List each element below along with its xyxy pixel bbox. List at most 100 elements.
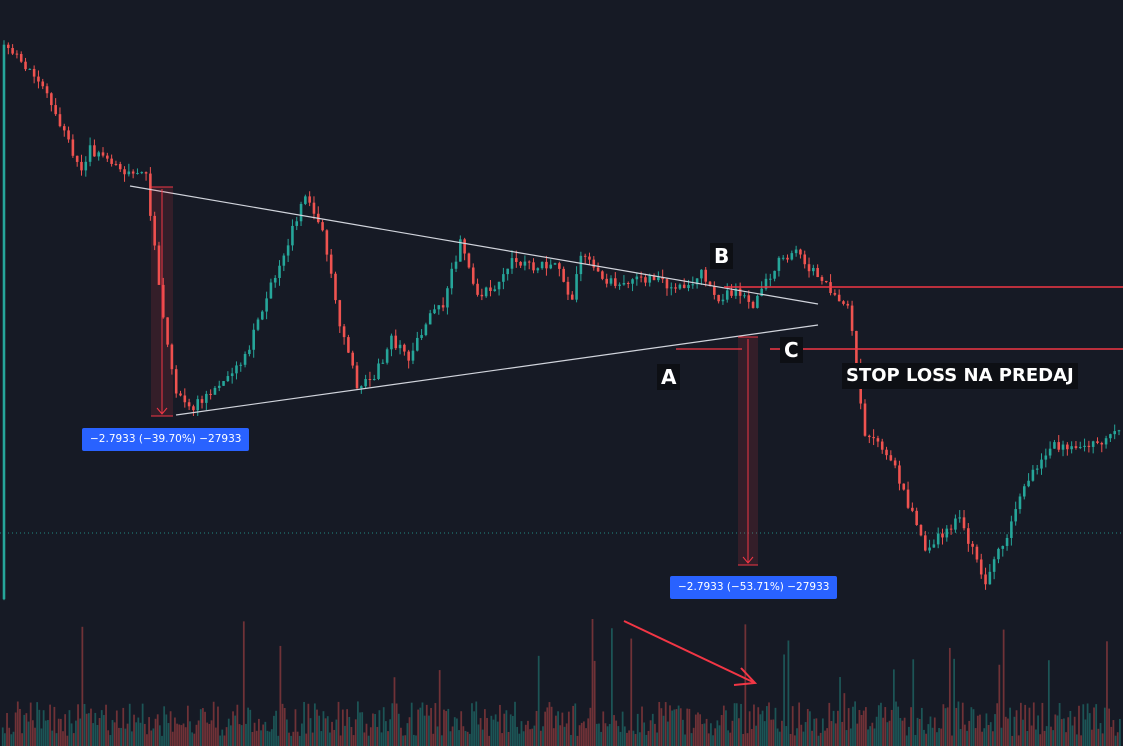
- volume-bar: [684, 734, 686, 746]
- volume-bar: [673, 709, 676, 746]
- candle-body: [889, 455, 893, 461]
- volume-bar: [460, 711, 463, 746]
- candle-body: [213, 387, 217, 395]
- candle-body: [1048, 448, 1052, 456]
- candle-body: [932, 544, 936, 548]
- candle-body: [596, 267, 600, 272]
- candle-body: [751, 301, 755, 308]
- candle-body: [312, 202, 316, 214]
- volume-bar: [509, 714, 512, 746]
- volume-bar: [595, 723, 598, 746]
- volume-bar: [841, 721, 844, 746]
- volume-bar: [574, 703, 577, 746]
- volume-bar: [651, 713, 654, 746]
- volume-bar: [1080, 735, 1083, 746]
- volume-bar: [527, 720, 529, 746]
- candle-body: [566, 281, 570, 295]
- volume-bar: [920, 707, 923, 746]
- volume-bar: [1084, 719, 1087, 746]
- volume-bar: [1004, 716, 1007, 746]
- volume-bar: [733, 703, 736, 746]
- candle-body: [777, 257, 781, 271]
- volume-bar: [212, 701, 215, 746]
- candle-body: [50, 93, 53, 106]
- volume-bar: [47, 720, 49, 746]
- candle-body: [657, 277, 660, 281]
- candle-body: [919, 524, 923, 536]
- volume-bar: [617, 726, 620, 746]
- volume-bar: [44, 720, 47, 746]
- volume-bar: [23, 714, 26, 746]
- volume-bar: [313, 703, 316, 746]
- volume-bar: [1065, 732, 1067, 746]
- volume-bar: [361, 712, 364, 746]
- candle-body: [1070, 446, 1073, 450]
- candle-body: [493, 289, 497, 292]
- candle-body: [114, 163, 118, 165]
- volume-bar: [12, 731, 15, 746]
- volume-bar: [664, 702, 667, 746]
- candle-body: [876, 438, 880, 442]
- candle-body: [833, 293, 837, 295]
- volume-bar: [484, 709, 486, 746]
- volume-bar: [195, 724, 198, 746]
- volume-bar: [372, 713, 374, 746]
- candle-body: [790, 253, 794, 260]
- volume-bar: [931, 727, 934, 746]
- volume-bar: [662, 715, 665, 746]
- volume-bar: [740, 703, 742, 746]
- volume-bar: [257, 718, 260, 746]
- candle-body: [338, 300, 342, 327]
- volume-bar: [367, 735, 370, 746]
- volume-bar: [742, 733, 745, 746]
- candle-body: [967, 528, 970, 544]
- candle-body: [32, 68, 36, 77]
- candle-body: [682, 284, 686, 289]
- candle-body: [760, 288, 763, 296]
- volume-bar: [169, 711, 172, 746]
- volume-bar: [918, 718, 921, 746]
- volume-bar: [154, 718, 157, 746]
- candle-body: [661, 277, 664, 280]
- volume-bar: [628, 730, 630, 746]
- volume-bar: [925, 733, 928, 746]
- volume-bar: [27, 721, 30, 746]
- candle-body: [730, 290, 733, 296]
- volume-bar: [959, 729, 962, 746]
- volume-bar: [643, 722, 646, 746]
- volume-bar: [191, 732, 194, 746]
- volume-bar: [464, 730, 467, 746]
- candle-body: [174, 369, 178, 394]
- candle-body: [523, 261, 527, 266]
- volume-bar: [916, 717, 919, 746]
- volume-bar: [914, 734, 917, 746]
- volume-bar: [62, 731, 64, 746]
- candle-body: [299, 203, 303, 222]
- volume-bar: [1082, 704, 1085, 746]
- volume-bar: [1116, 732, 1119, 746]
- volume-bar: [994, 714, 996, 746]
- candle-body: [106, 155, 109, 159]
- candle-body: [579, 255, 583, 275]
- volume-bar: [785, 726, 788, 746]
- volume-bar: [186, 705, 189, 746]
- volume-bar: [148, 717, 150, 746]
- triangle-pattern: [129, 185, 819, 416]
- volume-bar: [236, 704, 239, 746]
- volume-bar: [1011, 735, 1014, 746]
- volume-bar: [182, 723, 185, 746]
- volume-bar: [830, 721, 833, 746]
- volume-bar: [481, 729, 484, 746]
- volume-bar: [753, 704, 755, 746]
- candle-body: [424, 324, 428, 336]
- candle-body: [622, 282, 626, 285]
- volume-bar: [176, 723, 178, 746]
- candle-body: [144, 172, 148, 174]
- candle-body: [1096, 441, 1099, 443]
- volume-bar: [929, 716, 932, 746]
- volume-bar: [722, 705, 725, 746]
- volume-bar: [419, 707, 422, 746]
- volume-bar: [1078, 705, 1080, 746]
- volume-bar: [34, 727, 36, 746]
- volume-bar: [68, 710, 71, 746]
